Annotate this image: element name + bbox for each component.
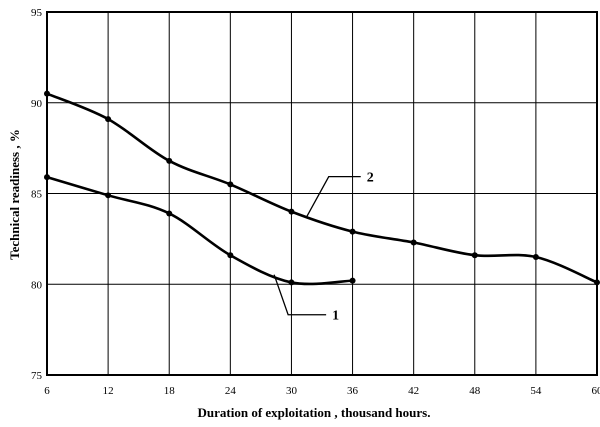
y-tick-label: 90	[31, 98, 43, 110]
data-point	[44, 90, 50, 97]
data-point	[166, 157, 173, 164]
y-axis-title: Technical readiness , %	[7, 129, 22, 260]
x-tick-label: 30	[286, 385, 298, 397]
y-tick-labels: 75 80 85 90 95	[31, 7, 43, 382]
series-label-2: 2	[367, 171, 374, 186]
data-point	[349, 277, 356, 284]
x-tick-label: 18	[164, 385, 176, 397]
x-tick-label: 60	[592, 385, 600, 397]
series-markers	[44, 90, 600, 286]
data-point	[532, 254, 539, 261]
leader-line-2	[306, 175, 361, 217]
y-tick-label: 95	[31, 7, 43, 19]
data-point	[44, 174, 50, 181]
data-point	[410, 239, 417, 246]
data-point	[594, 279, 600, 286]
x-tick-label: 48	[469, 385, 481, 397]
data-point	[227, 181, 234, 188]
data-point	[471, 252, 478, 259]
y-tick-label: 85	[31, 189, 43, 201]
data-point	[105, 192, 112, 199]
y-tick-label: 80	[31, 279, 43, 291]
data-point	[105, 116, 112, 123]
data-point	[288, 208, 295, 215]
y-tick-label: 75	[31, 370, 43, 382]
x-tick-label: 12	[103, 385, 114, 397]
x-tick-label: 36	[347, 385, 359, 397]
leader-line-1	[273, 274, 327, 316]
x-tick-label: 42	[408, 385, 419, 397]
plot-frame	[46, 11, 598, 376]
data-point	[349, 228, 356, 235]
grid	[46, 11, 598, 376]
x-axis-title: Duration of exploitation , thousand hour…	[198, 405, 431, 420]
series-line-2	[46, 92, 598, 284]
x-tick-label: 24	[225, 385, 237, 397]
x-tick-labels: 6 12 18 24 30 36 42 48 54 60	[44, 385, 600, 397]
series-callouts: 21	[273, 171, 374, 324]
x-tick-label: 6	[44, 385, 50, 397]
data-point	[227, 252, 234, 259]
series-label-1: 1	[332, 309, 339, 324]
data-point	[288, 279, 295, 286]
x-tick-label: 54	[530, 385, 542, 397]
data-point	[166, 210, 173, 217]
